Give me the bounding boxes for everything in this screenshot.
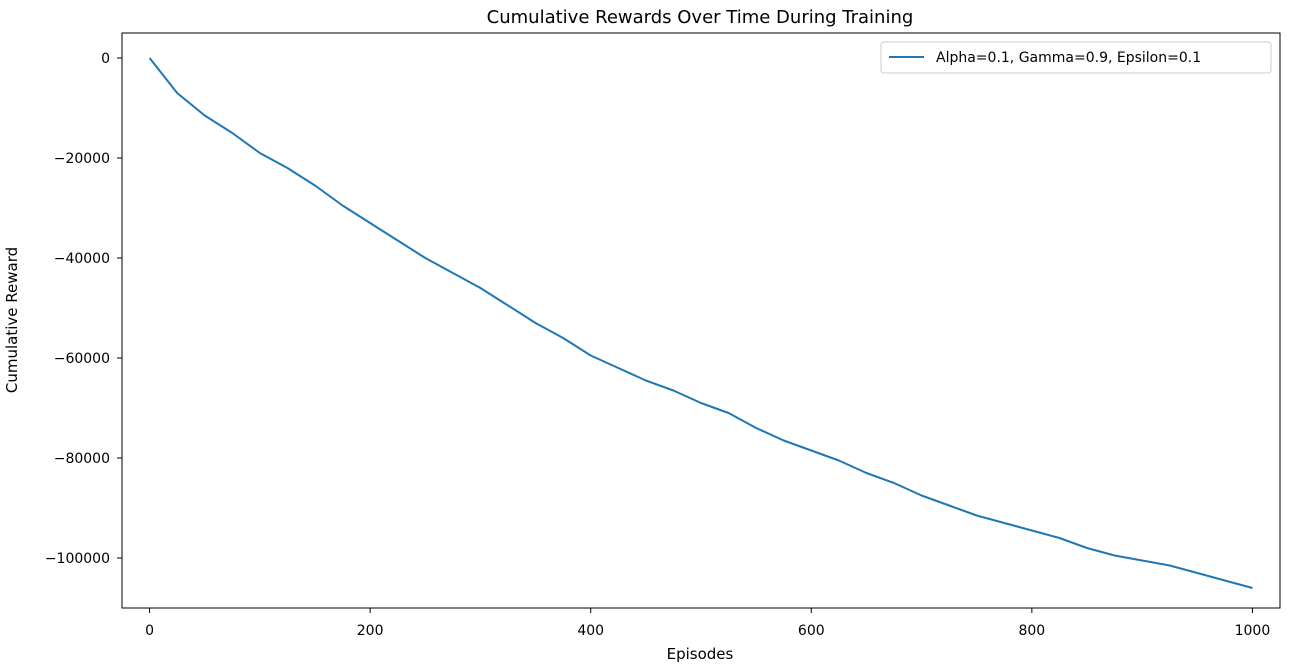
series-line xyxy=(148,57,1253,589)
y-tick-label: −40000 xyxy=(54,251,110,267)
legend: Alpha=0.1, Gamma=0.9, Epsilon=0.1 xyxy=(880,41,1272,74)
x-tick-label: 1000 xyxy=(1235,623,1271,639)
x-tick-label: 200 xyxy=(357,623,384,639)
y-tick-label: −20000 xyxy=(54,151,110,167)
x-tick-label: 800 xyxy=(1018,623,1045,639)
plot-area xyxy=(122,33,1280,608)
x-tick-label: 400 xyxy=(577,623,604,639)
legend-box xyxy=(880,41,1272,74)
plot-frame xyxy=(121,32,1281,609)
x-tick-label: 0 xyxy=(145,623,154,639)
y-axis-ticks: 0 −20000 −40000 −60000 −80000 −100000 xyxy=(45,51,122,567)
y-tick-label: −60000 xyxy=(54,351,110,367)
chart-title: Cumulative Rewards Over Time During Trai… xyxy=(487,7,914,28)
legend-label: Alpha=0.1, Gamma=0.9, Epsilon=0.1 xyxy=(936,50,1201,66)
y-tick-label: −100000 xyxy=(45,551,110,567)
series-layer xyxy=(148,57,1253,589)
y-tick-label: 0 xyxy=(101,51,110,67)
x-tick-label: 600 xyxy=(798,623,825,639)
y-tick-label: −80000 xyxy=(54,451,110,467)
y-axis-label: Cumulative Reward xyxy=(3,247,21,393)
x-axis-label: Episodes xyxy=(667,645,734,663)
x-axis-ticks: 0 200 400 600 800 1000 xyxy=(145,608,1270,639)
